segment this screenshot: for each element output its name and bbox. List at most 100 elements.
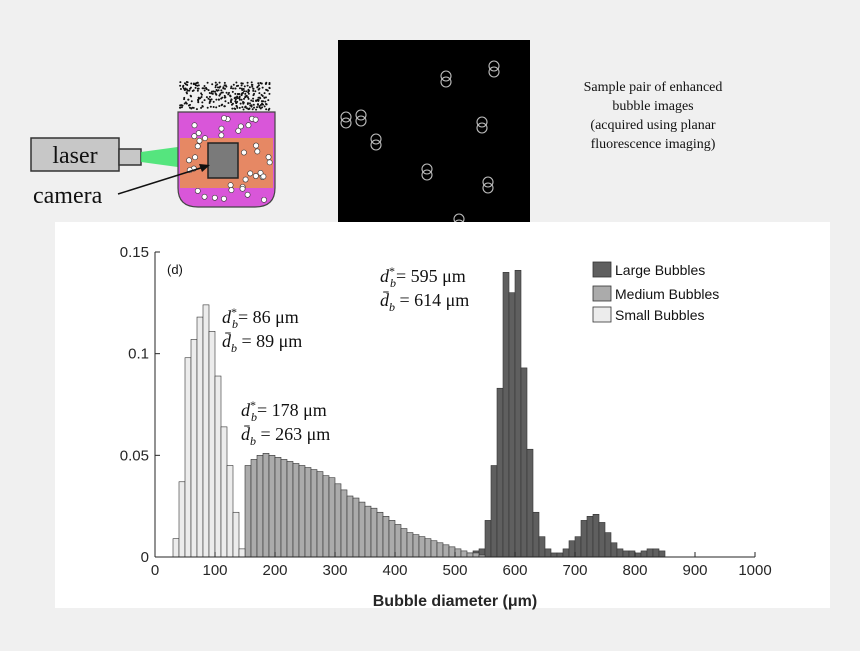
container-bubble <box>255 149 260 154</box>
particle-dot <box>234 97 236 99</box>
histogram-bar <box>227 466 233 558</box>
particle-dot <box>226 92 228 94</box>
container-bubble <box>202 136 207 141</box>
legend-swatch <box>593 307 611 322</box>
particle-dot <box>243 108 245 110</box>
x-tick-label: 0 <box>151 562 159 579</box>
caption-line: bubble images <box>548 97 758 116</box>
histogram-bar <box>293 463 299 557</box>
particle-dot <box>213 101 215 103</box>
particle-dot <box>244 85 246 87</box>
x-tick-label: 600 <box>502 562 527 579</box>
particle-dot <box>268 93 270 95</box>
histogram-bar <box>461 551 467 557</box>
histogram-bar <box>611 543 617 557</box>
histogram-bar <box>647 549 653 557</box>
particle-dot <box>252 94 254 96</box>
histogram-bar <box>593 514 599 557</box>
particle-dot <box>247 90 249 92</box>
histogram-bar <box>179 482 185 557</box>
x-tick-label: 700 <box>562 562 587 579</box>
particle-dot <box>210 106 212 108</box>
container-bubble <box>192 134 197 139</box>
particle-dot <box>239 97 241 99</box>
particle-dot <box>237 85 239 87</box>
particle-dot <box>201 96 203 98</box>
particle-dot <box>187 90 189 92</box>
particle-dot <box>251 86 253 88</box>
particle-dot <box>190 82 192 84</box>
particle-dot <box>252 98 254 100</box>
particle-dot <box>198 84 200 86</box>
particle-dot <box>269 82 271 84</box>
histogram-bar <box>239 549 245 557</box>
histogram-bar <box>527 449 533 557</box>
histogram-bar <box>197 317 203 557</box>
caption-line: Sample pair of enhanced <box>548 78 758 97</box>
histogram-bar <box>221 427 227 557</box>
container-bubble <box>245 192 250 197</box>
particle-dot <box>219 93 221 95</box>
particle-dot <box>251 81 253 83</box>
container-bubble <box>192 155 197 160</box>
histogram-bar <box>431 541 437 557</box>
particle-dot <box>211 83 213 85</box>
container-bubble <box>253 117 258 122</box>
container-bubble <box>261 197 266 202</box>
particle-dot <box>220 89 222 91</box>
particle-dot <box>192 90 194 92</box>
x-tick-label: 900 <box>682 562 707 579</box>
particle-dot <box>185 83 187 85</box>
bubble-image-panel <box>338 40 530 243</box>
histogram-bar <box>455 549 461 557</box>
particle-dot <box>195 87 197 89</box>
particle-dot <box>264 92 266 94</box>
histogram-bar <box>395 524 401 557</box>
particle-dot <box>257 86 259 88</box>
particle-dot <box>206 88 208 90</box>
particle-dot <box>208 89 210 91</box>
histogram-bar <box>467 553 473 557</box>
container-bubble <box>195 144 200 149</box>
histogram-bar <box>359 502 365 557</box>
particle-dot <box>258 89 260 91</box>
particle-dot <box>247 103 249 105</box>
y-tick-label: 0.1 <box>128 346 149 363</box>
particle-dot <box>244 93 246 95</box>
x-tick-label: 300 <box>322 562 347 579</box>
particle-dot <box>179 85 181 87</box>
legend-label: Small Bubbles <box>615 307 705 323</box>
particle-dot <box>197 99 199 101</box>
particle-dot <box>252 90 254 92</box>
particle-dot <box>267 99 269 101</box>
particle-dot <box>240 82 242 84</box>
particle-dot <box>196 108 198 110</box>
particle-dot <box>216 90 218 92</box>
legend-label: Large Bubbles <box>615 262 705 278</box>
particle-dot <box>232 87 234 89</box>
particle-dot <box>201 94 203 96</box>
x-tick-label: 1000 <box>738 562 771 579</box>
y-tick-label: 0.05 <box>120 447 149 464</box>
particle-dot <box>246 107 248 109</box>
legend-label: Medium Bubbles <box>615 286 719 302</box>
particle-dot <box>261 103 263 105</box>
particle-dot <box>257 82 259 84</box>
container-bubble <box>221 196 226 201</box>
particle-dot <box>215 94 217 96</box>
particle-dot <box>259 97 261 99</box>
histogram-bar <box>185 358 191 557</box>
particle-cloud <box>179 81 271 111</box>
particle-dot <box>223 105 225 107</box>
particle-dot <box>224 82 226 84</box>
histogram-bar <box>203 305 209 557</box>
histogram-bar <box>437 543 443 557</box>
y-tick-label: 0 <box>141 549 149 566</box>
histogram-bar <box>623 551 629 557</box>
x-axis-label: Bubble diameter (μm) <box>373 593 537 610</box>
particle-dot <box>253 104 255 106</box>
particle-dot <box>236 97 238 99</box>
container-bubble <box>228 183 233 188</box>
particle-dot <box>239 107 241 109</box>
histogram-bar <box>299 466 305 558</box>
